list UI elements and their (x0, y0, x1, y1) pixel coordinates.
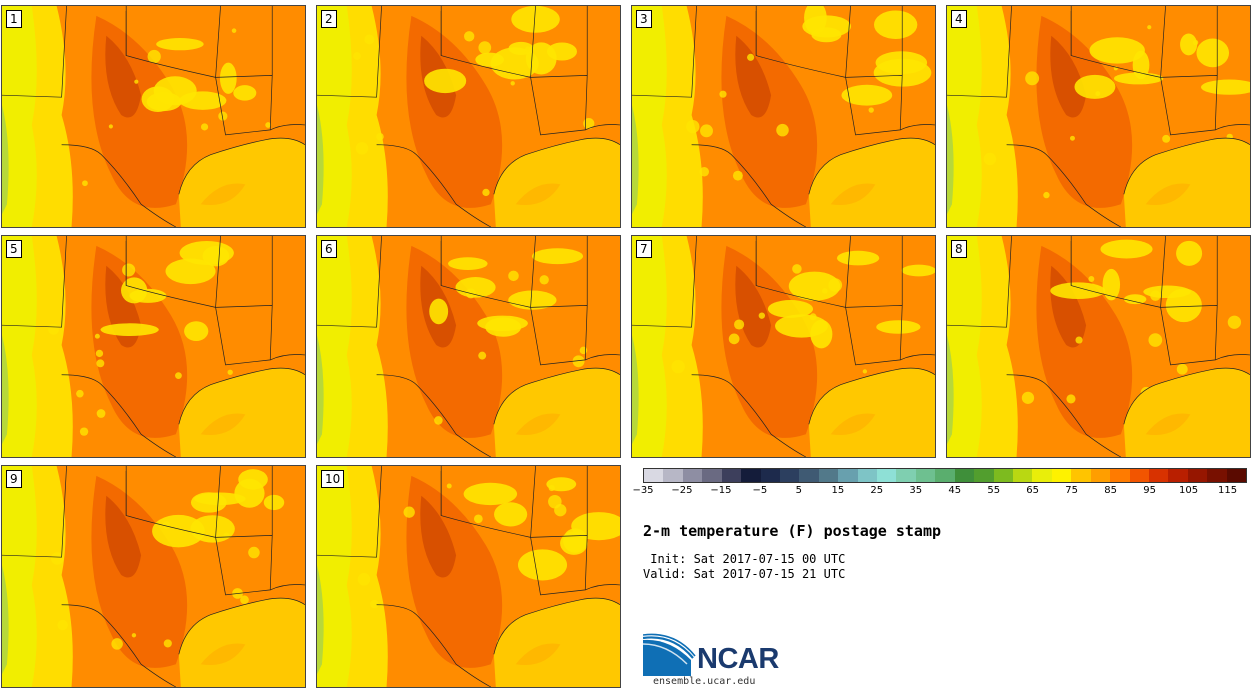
colorbar-swatch (974, 469, 994, 482)
ensemble-member-map: 1 (1, 5, 306, 228)
member-number: 5 (6, 240, 22, 258)
ensemble-member-map: 3 (631, 5, 936, 228)
map-svg (632, 6, 935, 227)
colorbar-swatch (799, 469, 819, 482)
member-number: 3 (636, 10, 652, 28)
colorbar-swatch (993, 469, 1014, 482)
colorbar-swatch (1071, 469, 1091, 482)
ensemble-member-map: 2 (316, 5, 621, 228)
colorbar-swatch (1207, 469, 1227, 482)
colorbar-swatch (935, 469, 955, 482)
map-svg (947, 6, 1250, 227)
colorbar-tick-label: 65 (1026, 485, 1040, 496)
map-svg (632, 236, 935, 457)
colorbar-tick-label: −5 (752, 485, 768, 496)
colorbar-swatch (954, 469, 975, 482)
colorbar-ticks: −35 −25 −15 −5 5 15 25 35 45 55 65 75 85 95 105 115 (632, 485, 1247, 499)
ensemble-member-map: 4 (946, 5, 1251, 228)
map-svg (317, 466, 620, 687)
member-number: 6 (321, 240, 337, 258)
member-number: 4 (951, 10, 967, 28)
colorbar-tick-label: 15 (831, 485, 845, 496)
colorbar-swatch (702, 469, 722, 482)
colorbar-swatch (896, 469, 916, 482)
colorbar-swatch (1148, 469, 1169, 482)
colorbar-swatch (877, 469, 897, 482)
ensemble-member-map: 5 (1, 235, 306, 458)
colorbar-swatch (1013, 469, 1033, 482)
ensemble-member-map: 6 (316, 235, 621, 458)
colorbar-swatch (779, 469, 800, 482)
ensemble-member-map: 10 (316, 465, 621, 688)
colorbar-swatch (1129, 469, 1149, 482)
init-time: Init: Sat 2017-07-15 00 UTC (643, 552, 846, 566)
member-number: 8 (951, 240, 967, 258)
colorbar-swatch (1168, 469, 1188, 482)
colorbar-tick-label: 35 (909, 485, 923, 496)
colorbar-swatch (1090, 469, 1111, 482)
colorbar-tick-label: 115 (1217, 485, 1238, 496)
colorbar-tick-label: 85 (1104, 485, 1117, 496)
temperature-colorbar (643, 468, 1247, 483)
colorbar-swatch (741, 469, 761, 482)
colorbar-swatch (838, 469, 858, 482)
colorbar-swatch (1226, 469, 1247, 482)
map-svg (317, 236, 620, 457)
colorbar-tick-label: 55 (987, 485, 1001, 496)
colorbar-tick-label: 75 (1065, 485, 1079, 496)
colorbar-swatch (1187, 469, 1208, 482)
ensemble-member-map: 9 (1, 465, 306, 688)
website-link[interactable]: ensemble.ucar.edu (653, 676, 756, 687)
plot-title: 2-m temperature (F) postage stamp (643, 522, 942, 540)
colorbar-swatch (721, 469, 742, 482)
colorbar-tick-label: 105 (1179, 485, 1199, 496)
map-svg (2, 6, 305, 227)
colorbar-swatch (857, 469, 878, 482)
member-number: 2 (321, 10, 337, 28)
colorbar-tick-label: −25 (671, 485, 693, 496)
colorbar-swatch (1051, 469, 1072, 482)
colorbar-tick-label: −35 (632, 485, 654, 496)
colorbar-tick-label: 45 (948, 485, 962, 496)
member-number: 7 (636, 240, 652, 258)
colorbar-swatch (1110, 469, 1130, 482)
colorbar-swatch (663, 469, 683, 482)
colorbar-swatch (682, 469, 703, 482)
colorbar-swatch (915, 469, 936, 482)
ensemble-member-map: 8 (946, 235, 1251, 458)
member-number: 10 (321, 470, 345, 488)
map-svg (2, 236, 305, 457)
colorbar-swatch (818, 469, 839, 482)
colorbar-swatch (1032, 469, 1052, 482)
ncar-logo-icon (643, 633, 696, 676)
map-svg (947, 236, 1250, 457)
colorbar-tick-label: 95 (1143, 485, 1156, 496)
valid-time: Valid: Sat 2017-07-15 21 UTC (643, 567, 846, 581)
colorbar-swatch (644, 469, 664, 482)
colorbar-tick-label: −15 (710, 485, 732, 496)
ncar-wordmark: NCAR (697, 643, 779, 675)
member-number: 1 (6, 10, 22, 28)
ensemble-member-map: 7 (631, 235, 936, 458)
colorbar-swatch (760, 469, 780, 482)
colorbar-tick-label: 5 (795, 485, 803, 496)
member-number: 9 (6, 470, 22, 488)
map-svg (2, 466, 305, 687)
map-svg (317, 6, 620, 227)
colorbar-tick-label: 25 (870, 485, 884, 496)
